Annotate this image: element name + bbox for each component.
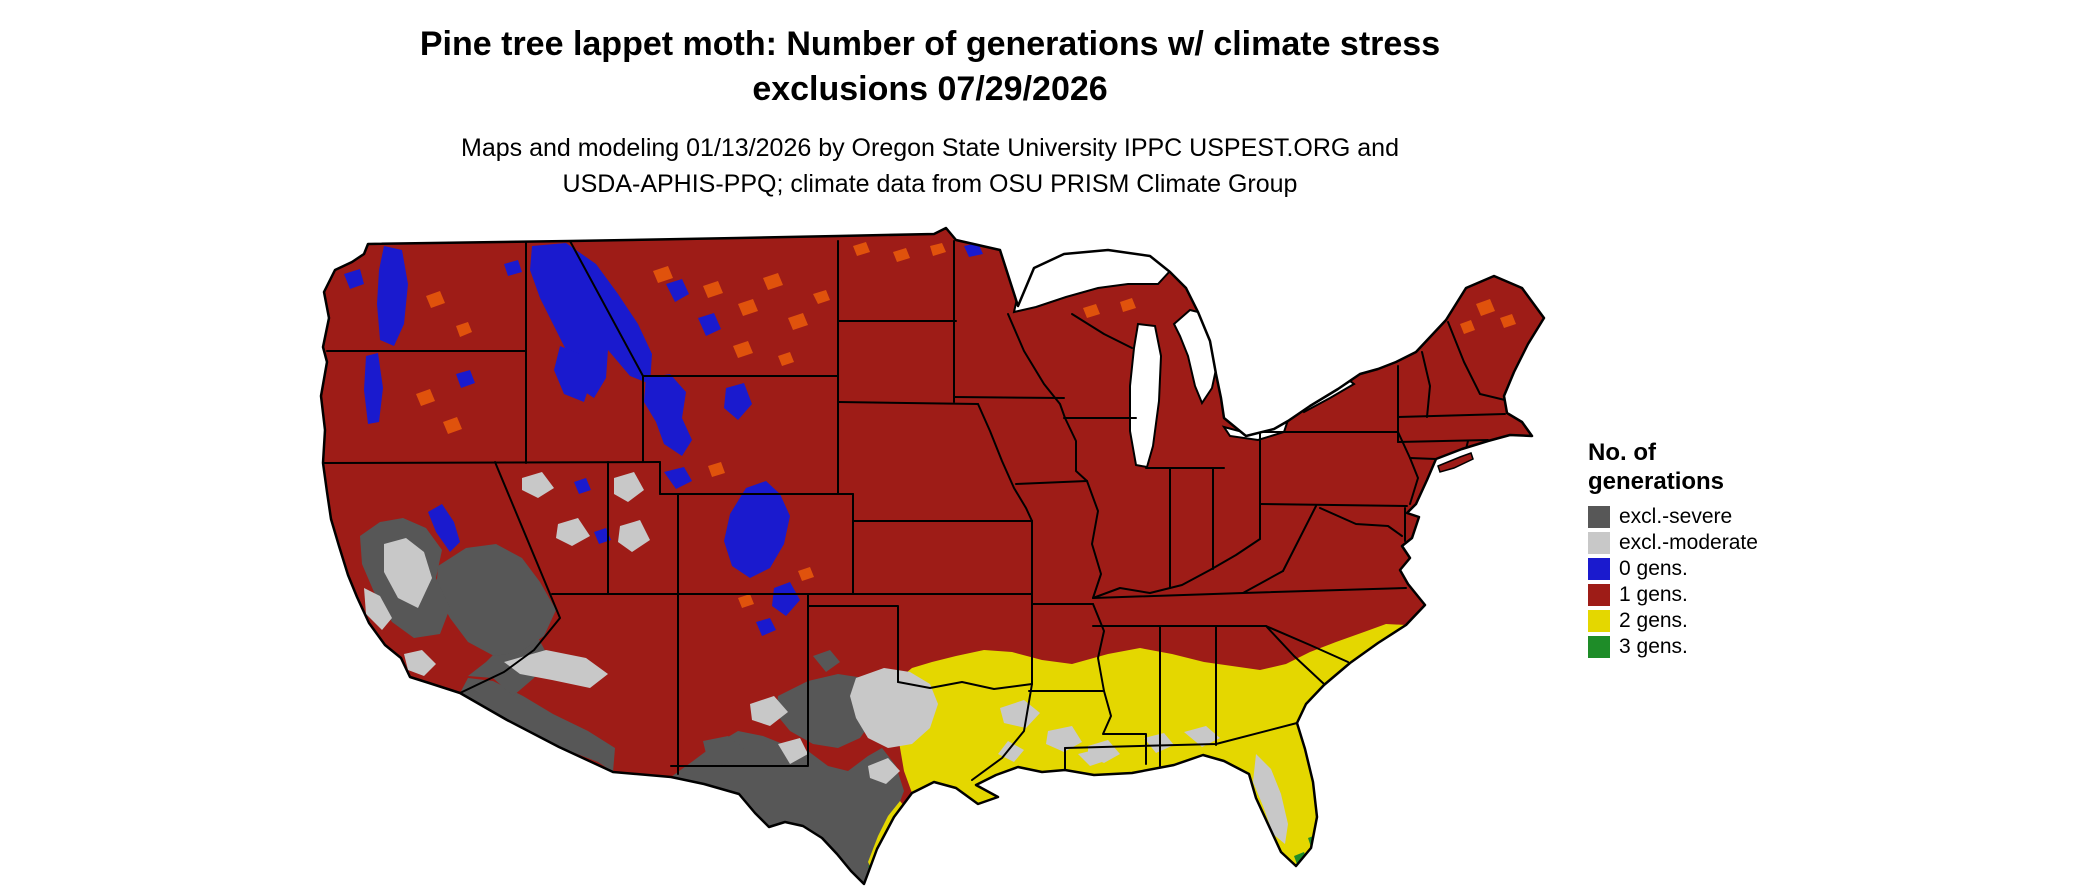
us-outline [319,226,1546,886]
legend-swatch-excl-moderate-icon [1588,532,1610,554]
model-overlays [322,240,1516,884]
page-title-line2: exclusions 07/29/2026 [752,70,1108,108]
region-speckle-orange [416,242,1516,608]
legend-item-excl-severe: excl.-severe [1588,504,1888,530]
long-island [1437,452,1474,473]
state-borders [322,240,1506,781]
legend-swatch-0-gens-icon [1588,558,1610,580]
legend-item-3-gens: 3 gens. [1588,634,1888,660]
region-excl-moderate [364,472,1288,844]
legend-label: excl.-moderate [1619,531,1758,554]
legend-swatch-3-gens-icon [1588,636,1610,658]
legend-item-excl-moderate: excl.-moderate [1588,530,1888,556]
legend-swatch-2-gens-icon [1588,610,1610,632]
legend-title-line2: generations [1588,468,1725,495]
legend-title-line1: No. of [1588,439,1656,466]
us-generations-map [308,226,1558,888]
legend-item-2-gens: 2 gens. [1588,608,1888,634]
legend-swatch-1-gens-icon [1588,584,1610,606]
legend-label: 1 gens. [1619,583,1688,606]
legend-item-0-gens: 0 gens. [1588,556,1888,582]
header: Pine tree lappet moth: Number of generat… [0,22,1860,202]
page-title-line1: Pine tree lappet moth: Number of generat… [419,25,1441,63]
subtitle-line2: USDA-APHIS-PPQ; climate data from OSU PR… [562,170,1298,198]
legend: No. of generations excl.-severe excl.-mo… [1588,438,1888,660]
legend-swatch-excl-severe-icon [1588,506,1610,528]
legend-rows: excl.-severe excl.-moderate 0 gens. 1 ge… [1588,504,1888,660]
us-map-svg [319,226,1546,886]
legend-label: 3 gens. [1619,635,1688,658]
legend-label: excl.-severe [1619,505,1733,528]
legend-item-1-gens: 1 gens. [1588,582,1888,608]
legend-label: 2 gens. [1619,609,1688,632]
subtitle: Maps and modeling 01/13/2026 by Oregon S… [0,130,1860,202]
region-0-gens [344,243,1076,636]
subtitle-line1: Maps and modeling 01/13/2026 by Oregon S… [461,134,1399,162]
region-3-gens [868,835,1319,874]
legend-label: 0 gens. [1619,557,1688,580]
